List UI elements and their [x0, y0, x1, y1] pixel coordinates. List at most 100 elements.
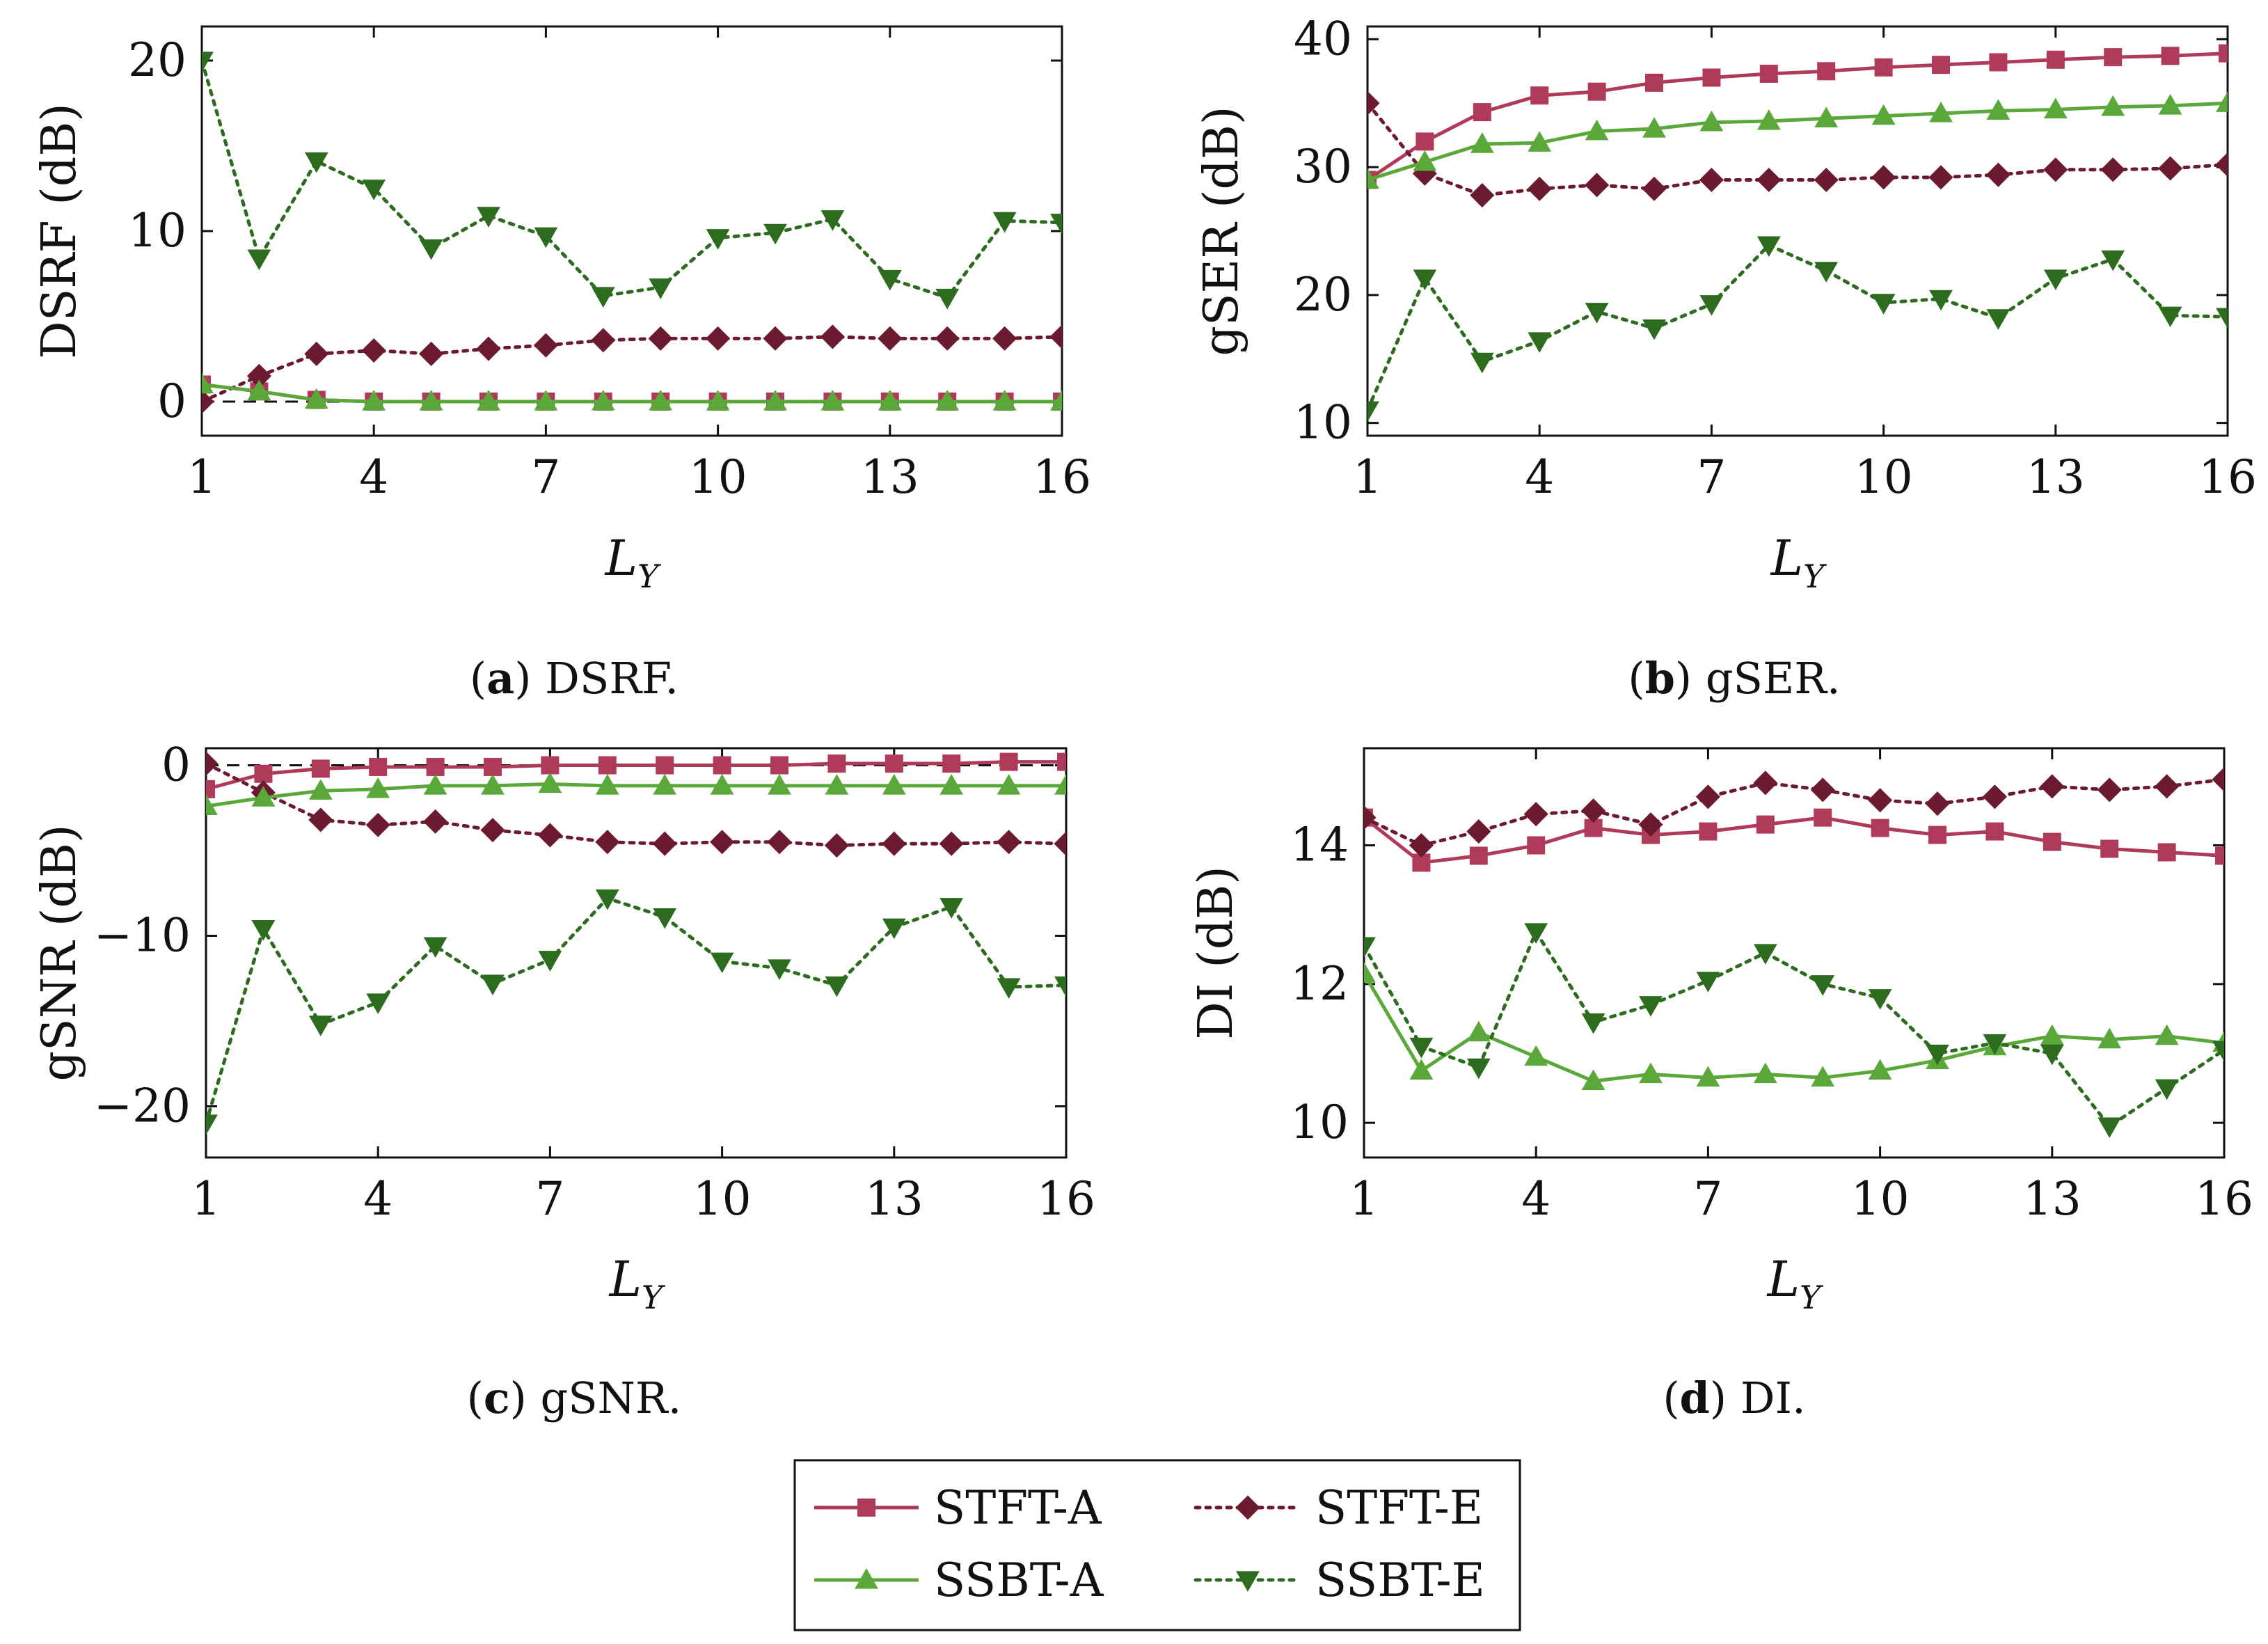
- panel-b-point-stft-a: [1817, 62, 1836, 81]
- panel-a-point-ssbt-e: [706, 229, 730, 250]
- panel-c-caption-text: ) gSNR.: [510, 1373, 682, 1423]
- panel-d-point-ssbt-a: [1639, 1062, 1663, 1084]
- panel-d-point-stft-a: [1756, 815, 1775, 834]
- panel-b-point-ssbt-e: [1413, 269, 1437, 290]
- panel-d-xtick-label: 10: [1851, 1172, 1910, 1226]
- panel-c-xlabel: LY: [608, 1251, 666, 1316]
- panel-c-point-ssbt-a: [997, 774, 1021, 795]
- panel-d-point-ssbt-e: [2097, 1117, 2122, 1139]
- panel-b-point-stft-e: [2043, 157, 2068, 182]
- panel-b-point-stft-e: [1470, 183, 1495, 208]
- panel-d-point-ssbt-e: [1524, 923, 1548, 944]
- panel-a-point-stft-e: [591, 328, 616, 353]
- panel-c-point-stft-e: [537, 823, 562, 848]
- panel-d-point-ssbt-e: [2155, 1079, 2179, 1100]
- panel-d-point-stft-a: [2043, 832, 2061, 851]
- legend-marker-ssbt-e: [1236, 1571, 1260, 1592]
- panel-b-point-ssbt-e: [1699, 295, 1724, 316]
- panel-c-line-stft-a: [206, 760, 1066, 791]
- panel-b-xtick-label: 13: [2027, 450, 2085, 504]
- panel-c-point-ssbt-e: [653, 908, 677, 929]
- panel-d-point-stft-e: [1409, 832, 1434, 858]
- panel-c-point-ssbt-a: [882, 774, 906, 795]
- panel-c-point-stft-e: [206, 751, 219, 776]
- panel-a-frame: [200, 25, 1063, 437]
- panel-a-caption-open: (: [470, 653, 486, 704]
- panel-c-point-ssbt-e: [595, 889, 619, 910]
- panel-a-point-stft-e: [361, 338, 386, 363]
- panel-a-xtick-label: 1: [187, 450, 216, 504]
- panel-c-point-stft-e: [308, 807, 333, 832]
- panel-b-point-ssbt-a: [1929, 102, 1953, 122]
- panel-a-line-ssbt-e: [202, 58, 1062, 300]
- panel-c-point-ssbt-e: [366, 993, 390, 1014]
- panel-b-point-stft-e: [1756, 167, 1782, 193]
- panel-d-xtick-label: 1: [1349, 1172, 1379, 1226]
- panel-a-point-stft-e: [202, 389, 214, 414]
- panel-d-point-stft-e: [2212, 767, 2224, 792]
- panel-a-point-ssbt-e: [202, 52, 214, 72]
- panel-c-xtick-label: 7: [535, 1172, 564, 1226]
- panel-d-xtick-label: 13: [2023, 1172, 2081, 1226]
- panel-c-xtick-label: 13: [865, 1172, 923, 1226]
- legend-entry-stft-a: STFT-A: [814, 1481, 1102, 1535]
- panel-b-point-ssbt-e: [2043, 269, 2068, 290]
- panel-c-point-stft-a: [254, 764, 273, 783]
- panel-d-point-ssbt-e: [1753, 944, 1777, 965]
- panel-c-xtick-label: 16: [1037, 1172, 1095, 1226]
- panel-d-caption-text: ) DI.: [1710, 1373, 1806, 1423]
- panel-c-point-ssbt-e: [538, 951, 562, 972]
- panel-a-point-ssbt-a: [706, 390, 730, 411]
- panel-b-point-ssbt-e: [2216, 308, 2228, 329]
- panel-d-point-stft-e: [1638, 812, 1663, 837]
- panel-a-point-stft-e: [648, 326, 673, 351]
- panel-b-point-ssbt-a: [1756, 109, 1781, 130]
- panel-b-xtick-label: 4: [1525, 450, 1554, 504]
- panel-d-point-stft-e: [1925, 791, 1950, 816]
- panel-d-point-ssbt-a: [2040, 1024, 2064, 1045]
- panel-c-ytick-label: −10: [94, 909, 191, 963]
- panel-a-point-stft-e: [304, 341, 329, 366]
- panel-b-point-ssbt-a: [1986, 99, 2011, 120]
- panel-c-ytick-label: −20: [94, 1080, 191, 1133]
- panel-a-point-ssbt-e: [362, 180, 386, 200]
- panel-d-point-ssbt-a: [1753, 1062, 1777, 1084]
- panel-d-ytick-label: 12: [1290, 957, 1349, 1011]
- panel-c-point-ssbt-a: [825, 774, 849, 795]
- panel-a-line-ssbt-a: [202, 383, 1062, 404]
- panel-b-ytick-label: 20: [1294, 268, 1352, 322]
- panel-d-point-stft-e: [1695, 784, 1720, 809]
- panel-d-point-ssbt-a: [1811, 1066, 1835, 1087]
- panel-c-xtick-label: 1: [191, 1172, 221, 1226]
- panel-b-xtick-label: 16: [2198, 450, 2257, 504]
- panel-b-point-stft-a: [1415, 132, 1434, 151]
- panel-c-point-stft-a: [885, 754, 903, 773]
- panel-d-xtick-label: 16: [2195, 1172, 2253, 1226]
- panel-b-point-stft-e: [1699, 167, 1724, 193]
- panel-a-point-stft-e: [706, 326, 731, 351]
- panel-b-line-stft-a: [1367, 52, 2228, 182]
- panel-d-xtick-label: 7: [1693, 1172, 1722, 1226]
- panel-d-point-ssbt-e: [2212, 1041, 2224, 1062]
- panel-d-ytick-label: 10: [1290, 1096, 1349, 1149]
- panel-b-point-ssbt-e: [1814, 262, 1839, 283]
- panel-a-point-ssbt-a: [247, 379, 271, 400]
- legend-entry-stft-e: STFT-E: [1194, 1481, 1483, 1535]
- panel-c-ylabel: gSNR (dB): [32, 825, 87, 1082]
- panel-d-line-stft-e: [1364, 777, 2224, 848]
- panel-c-yticks: −20 −10 0: [94, 738, 1066, 1133]
- panel-c-point-stft-a: [541, 756, 560, 775]
- panel-a-point-ssbt-e: [419, 239, 443, 260]
- panel-b-point-ssbt-a: [1814, 106, 1839, 127]
- panel-b-point-ssbt-a: [1528, 131, 1552, 152]
- panel-c-point-stft-e: [710, 830, 735, 855]
- panel-c-point-ssbt-a: [653, 774, 677, 795]
- panel-c-point-ssbt-e: [481, 974, 505, 995]
- panel-b-point-ssbt-e: [2101, 250, 2125, 271]
- panel-c-caption: (c) gSNR.: [467, 1373, 682, 1423]
- panel-b-point-ssbt-e: [1470, 352, 1494, 374]
- panel-d-point-stft-e: [2155, 774, 2180, 799]
- panel-b-point-ssbt-e: [1929, 290, 1953, 311]
- panel-d-point-ssbt-a: [1696, 1066, 1720, 1087]
